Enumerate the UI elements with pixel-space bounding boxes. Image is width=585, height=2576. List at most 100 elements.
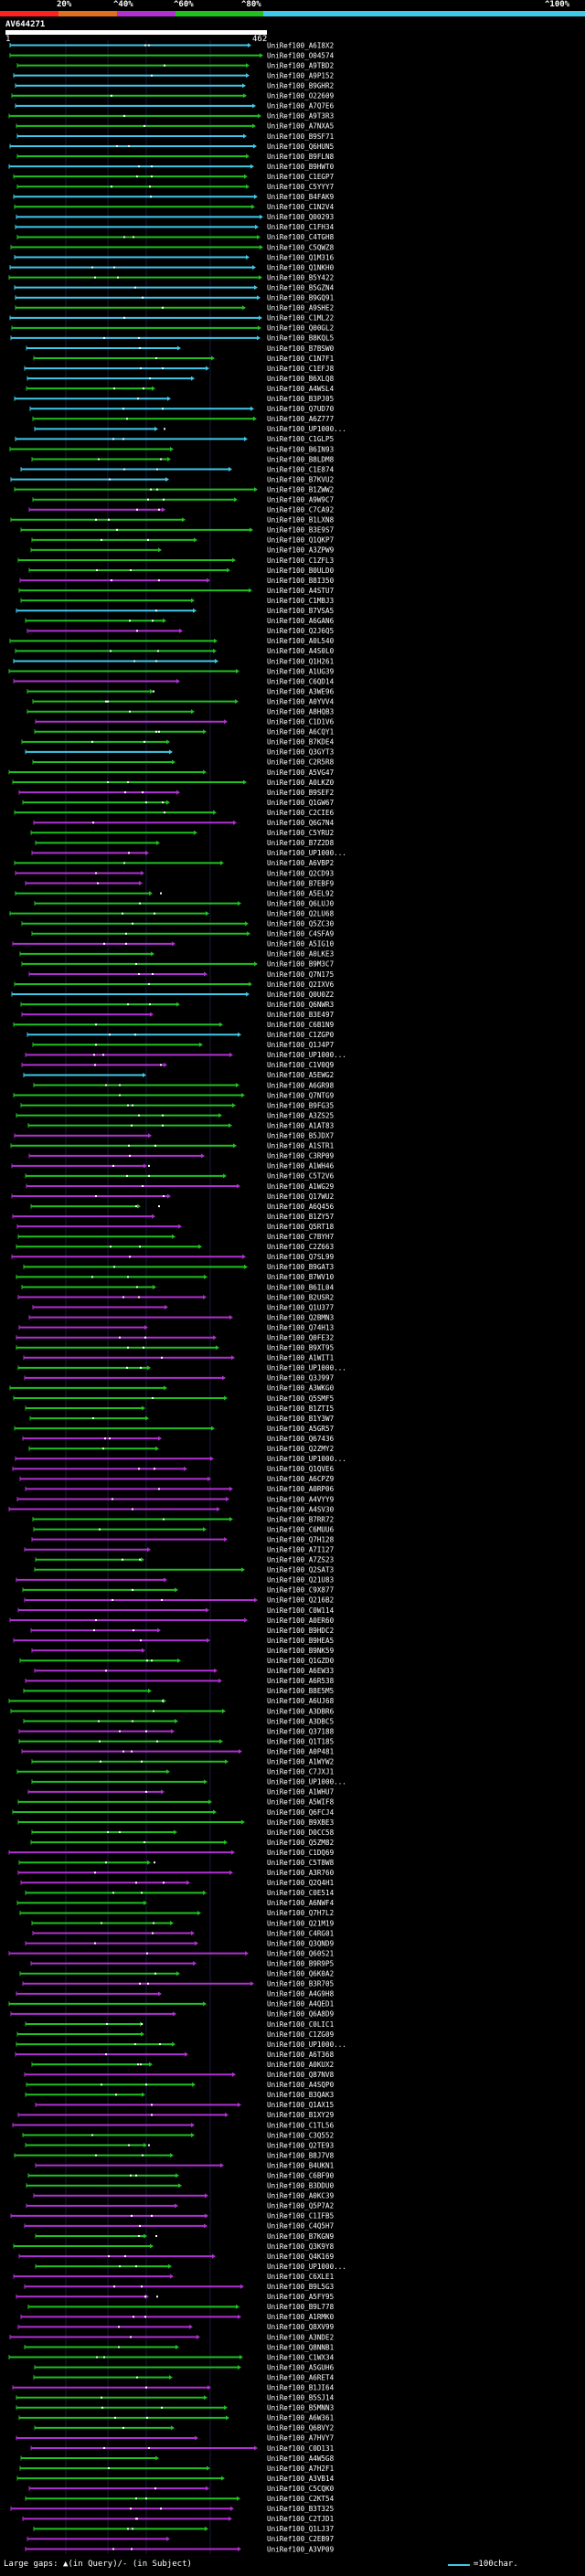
hit-row[interactable]: UniRef100_Q3QND9 bbox=[25, 1939, 335, 1947]
hit-label[interactable]: UniRef100_Q6HUN5 bbox=[267, 143, 334, 151]
hit-label[interactable]: UniRef100_A6W361 bbox=[267, 2414, 335, 2422]
hit-row[interactable]: UniRef100_A4WSL4 bbox=[26, 385, 335, 393]
hit-label[interactable]: UniRef100_Q1AX15 bbox=[267, 2101, 334, 2109]
hit-row[interactable]: UniRef100_B2USR2 bbox=[17, 1293, 334, 1301]
hit-row[interactable]: UniRef100_B8LDM8 bbox=[31, 455, 335, 463]
hit-label[interactable]: UniRef100_C7CA92 bbox=[267, 506, 334, 514]
hit-label[interactable]: UniRef100_A3WKG0 bbox=[267, 1384, 335, 1393]
hit-row[interactable]: UniRef100_B1LXN8 bbox=[10, 516, 335, 525]
hit-row[interactable]: UniRef100_A4SQP0 bbox=[26, 2081, 335, 2089]
hit-label[interactable]: UniRef100_Q1H261 bbox=[267, 657, 335, 665]
hit-row[interactable]: UniRef100_C1GLP5 bbox=[15, 435, 334, 443]
hit-label[interactable]: UniRef100_Q6G7N4 bbox=[267, 819, 335, 827]
hit-row[interactable]: UniRef100_A1RMK0 bbox=[20, 2313, 335, 2321]
hit-label[interactable]: UniRef100_A1UG39 bbox=[267, 667, 335, 675]
hit-row[interactable]: UniRef100_Q5ZC30 bbox=[21, 920, 335, 928]
hit-row[interactable]: UniRef100_C0LIC1 bbox=[25, 2020, 335, 2029]
hit-row[interactable]: UniRef100_B9NK59 bbox=[31, 1647, 335, 1655]
hit-row[interactable]: UniRef100_A7NXA5 bbox=[16, 122, 334, 131]
hit-row[interactable]: UniRef100_C1MBJ3 bbox=[20, 597, 334, 605]
hit-label[interactable]: UniRef100_B4UKN1 bbox=[267, 2161, 335, 2169]
hit-row[interactable]: UniRef100_A5FY95 bbox=[16, 2293, 334, 2301]
hit-label[interactable]: UniRef100_B8LDM8 bbox=[267, 455, 335, 463]
hit-row[interactable]: UniRef100_A7HVY7 bbox=[16, 2434, 334, 2443]
hit-row[interactable]: UniRef100_C1EGP7 bbox=[13, 173, 334, 181]
hit-row[interactable]: UniRef100_Q2BMN3 bbox=[28, 1313, 334, 1321]
hit-label[interactable]: UniRef100_B7VSA5 bbox=[267, 607, 334, 615]
hit-label[interactable]: UniRef100_B8J7V8 bbox=[267, 2151, 335, 2159]
hit-row[interactable]: UniRef100_Q7N175 bbox=[28, 970, 334, 979]
hit-label[interactable]: UniRef100_B1ZY57 bbox=[267, 1213, 334, 1221]
hit-label[interactable]: UniRef100_C5YRU2 bbox=[267, 829, 334, 837]
hit-row[interactable]: UniRef100_C7JXJ1 bbox=[16, 1768, 335, 1776]
hit-label[interactable]: UniRef100_B9L778 bbox=[267, 2303, 335, 2311]
hit-label[interactable]: UniRef100_A1RMK0 bbox=[267, 2313, 335, 2321]
hit-row[interactable]: UniRef100_Q1AX15 bbox=[35, 2101, 334, 2109]
hit-row[interactable]: UniRef100_C1V0Q9 bbox=[21, 1061, 335, 1069]
hit-label[interactable]: UniRef100_A5EL92 bbox=[267, 889, 334, 897]
hit-row[interactable]: UniRef100_B9XBE3 bbox=[17, 1818, 334, 1827]
hit-label[interactable]: UniRef100_B3E497 bbox=[267, 1011, 334, 1019]
hit-label[interactable]: UniRef100_Q7H7L2 bbox=[267, 1909, 334, 1917]
hit-label[interactable]: UniRef100_B5GZN4 bbox=[267, 283, 335, 292]
hit-label[interactable]: UniRef100_B6IL04 bbox=[267, 1283, 335, 1291]
hit-row[interactable]: UniRef100_Q37188 bbox=[18, 1727, 335, 1735]
hit-label[interactable]: UniRef100_C7JXJ1 bbox=[267, 1768, 335, 1776]
hit-label[interactable]: UniRef100_C4SFA9 bbox=[267, 930, 335, 938]
hit-label[interactable]: UniRef100_Q6A8D9 bbox=[267, 2010, 335, 2019]
hit-label[interactable]: UniRef100_C3Q552 bbox=[267, 2131, 334, 2139]
hit-label[interactable]: UniRef100_C2EB97 bbox=[267, 2535, 334, 2543]
hit-row[interactable]: UniRef100_Q6G7N4 bbox=[33, 819, 335, 827]
hit-row[interactable]: UniRef100_C0E514 bbox=[25, 1889, 335, 1897]
hit-row[interactable]: UniRef100_UP1000... bbox=[34, 425, 346, 433]
hit-row[interactable]: UniRef100_C6QD14 bbox=[13, 677, 335, 685]
hit-row[interactable]: UniRef100_C7BYH7 bbox=[17, 1233, 334, 1241]
hit-label[interactable]: UniRef100_A9T3R3 bbox=[267, 112, 334, 121]
hit-row[interactable]: UniRef100_C1E874 bbox=[20, 465, 335, 473]
hit-label[interactable]: UniRef100_A8HQB3 bbox=[267, 708, 334, 716]
hit-row[interactable]: UniRef100_B6IN93 bbox=[9, 445, 334, 453]
hit-label[interactable]: UniRef100_B3PJ05 bbox=[267, 395, 334, 403]
hit-label[interactable]: UniRef100_A1WIT1 bbox=[267, 1354, 335, 1362]
hit-row[interactable]: UniRef100_Q6NWR3 bbox=[20, 1001, 334, 1009]
hit-label[interactable]: UniRef100_C4TGH8 bbox=[267, 233, 335, 241]
hit-row[interactable]: UniRef100_C1D1V6 bbox=[35, 718, 335, 726]
hit-label[interactable]: UniRef100_A4W5G8 bbox=[267, 2454, 335, 2463]
hit-label[interactable]: UniRef100_A0ER60 bbox=[267, 1617, 335, 1625]
hit-row[interactable]: UniRef100_Q5ZM82 bbox=[30, 1839, 334, 1847]
hit-label[interactable]: UniRef100_C0W114 bbox=[267, 1606, 335, 1615]
hit-row[interactable]: UniRef100_Q60S21 bbox=[8, 1949, 335, 1957]
hit-row[interactable]: UniRef100_Q1M316 bbox=[14, 253, 335, 261]
hit-label[interactable]: UniRef100_A6UJ68 bbox=[267, 1697, 335, 1705]
hit-label[interactable]: UniRef100_A7I127 bbox=[267, 1546, 334, 1554]
hit-label[interactable]: UniRef100_B1JI64 bbox=[267, 2384, 335, 2392]
hit-row[interactable]: UniRef100_B3E497 bbox=[21, 1011, 334, 1019]
hit-row[interactable]: UniRef100_B9M3C7 bbox=[21, 960, 334, 969]
hit-row[interactable]: UniRef100_B9GHR2 bbox=[15, 82, 334, 90]
hit-label[interactable]: UniRef100_A1WG29 bbox=[267, 1182, 335, 1191]
hit-row[interactable]: UniRef100_B0ULD0 bbox=[28, 567, 335, 575]
hit-label[interactable]: UniRef100_Q0U0Z2 bbox=[267, 991, 334, 999]
hit-label[interactable]: UniRef100_A7NXA5 bbox=[267, 122, 334, 131]
hit-label[interactable]: UniRef100_C5YYY7 bbox=[267, 183, 334, 191]
hit-row[interactable]: UniRef100_C4Q5H7 bbox=[24, 2222, 334, 2231]
hit-label[interactable]: UniRef100_A4SV30 bbox=[267, 1505, 335, 1513]
hit-label[interactable]: UniRef100_A7H2F1 bbox=[267, 2465, 335, 2473]
hit-label[interactable]: UniRef100_Q00GL2 bbox=[267, 324, 334, 333]
hit-row[interactable]: UniRef100_UP1000... bbox=[35, 2263, 346, 2271]
hit-label[interactable]: UniRef100_B9HEA5 bbox=[267, 1637, 334, 1645]
hit-label[interactable]: UniRef100_B1ZTI5 bbox=[267, 1405, 334, 1413]
hit-label[interactable]: UniRef100_A0YVV4 bbox=[267, 697, 335, 705]
hit-label[interactable]: UniRef100_B4FAK9 bbox=[267, 193, 335, 201]
hit-row[interactable]: UniRef100_A0YVV4 bbox=[32, 697, 335, 705]
hit-row[interactable]: UniRef100_B5GZN4 bbox=[14, 283, 335, 292]
hit-row[interactable]: UniRef100_Q1H261 bbox=[13, 657, 335, 665]
hit-label[interactable]: UniRef100_B9SF71 bbox=[267, 133, 335, 141]
hit-row[interactable]: UniRef100_A5GUH6 bbox=[34, 2363, 335, 2371]
hit-row[interactable]: UniRef100_C1FH34 bbox=[15, 223, 335, 231]
hit-label[interactable]: UniRef100_C2Z663 bbox=[267, 1243, 334, 1251]
hit-row[interactable]: UniRef100_A4VYY9 bbox=[16, 1495, 335, 1503]
hit-row[interactable]: UniRef100_Q2TE93 bbox=[25, 2141, 334, 2149]
hit-label[interactable]: UniRef100_A6Z777 bbox=[267, 415, 334, 423]
hit-row[interactable]: UniRef100_B7KDE4 bbox=[21, 738, 335, 747]
